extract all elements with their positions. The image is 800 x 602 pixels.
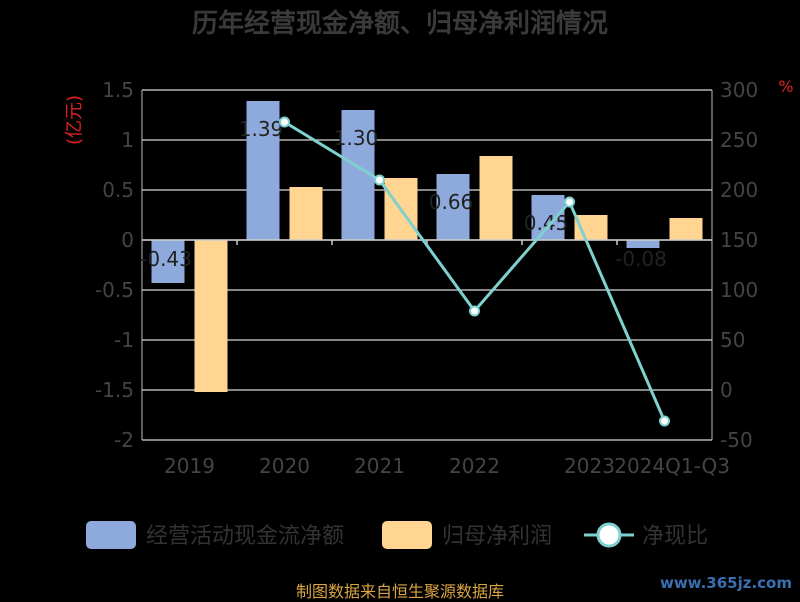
legend-swatch [86,521,136,549]
bar-profit [289,187,323,240]
x-axis-ticks: 2019 2020 2021 2022 2023 2024Q1-Q3 [164,454,730,478]
bar-data-label: 1.39 [239,117,284,141]
site-watermark: www.365jz.com [659,574,792,592]
ratio-point [374,174,385,186]
bar-profit [669,218,703,240]
x-tick-label: 2024Q1-Q3 [614,454,730,478]
y-right-tick-label: 100 [720,278,758,302]
x-tick-label: 2020 [259,454,310,478]
y-left-tick-label: -2 [114,428,134,452]
ratio-point [659,415,670,427]
ratio-point [564,196,575,208]
bar-cashflow [531,195,565,240]
y-right-tick-label: 300 [720,78,758,102]
y-left-tick-label: -1.5 [95,378,134,402]
y-right-tick-label: 0 [720,378,733,402]
data-source-footer: 制图数据来自恒生聚源数据库 [295,582,504,601]
ratio-point [279,116,290,128]
x-tick-label: 2021 [354,454,405,478]
y-left-tick-label: -0.5 [95,278,134,302]
ratio-point [469,305,480,317]
chart-title: 历年经营现金净额、归母净利润情况 [192,8,608,39]
legend-label: 经营活动现金流净额 [146,524,344,549]
y-axis-right-label: % [778,77,793,96]
bar-data-label: -0.43 [140,247,192,271]
bar-data-label: 0.45 [524,211,569,235]
y-left-tick-label: 1.5 [102,78,134,102]
bar-cashflow [151,240,185,283]
x-tick-label: 2022 [449,454,500,478]
y-left-tick-label: -1 [114,328,134,352]
y-right-tick-label: -50 [720,428,753,452]
x-tick-label: 2019 [164,454,215,478]
y-left-tick-label: 0 [121,228,134,252]
y-axis-right-ticks: 300 250 200 150 100 50 0 -50 [720,78,758,452]
y-right-tick-label: 200 [720,178,758,202]
y-axis-left-ticks: 1.5 1 0.5 0 -0.5 -1 -1.5 -2 [95,78,134,452]
bar-data-label: 1.30 [334,126,379,150]
y-axis-left-label: (亿元) [64,95,85,145]
legend: 经营活动现金流净额 归母净利润 净现比 [86,521,708,549]
legend-swatch [382,521,432,549]
bar-cashflow [626,240,660,248]
bar-data-label: -0.08 [615,247,667,271]
y-right-tick-label: 150 [720,228,758,252]
y-left-tick-label: 1 [121,128,134,152]
bar-profit [194,240,228,392]
ratio-line [279,116,670,427]
bar-cashflow [246,101,280,240]
y-left-tick-label: 0.5 [102,178,134,202]
legend-swatch-dot [596,522,622,548]
legend-label: 归母净利润 [442,524,552,549]
legend-label: 净现比 [642,524,708,549]
bar-profit [479,156,513,240]
bar-cashflow [436,174,470,240]
y-right-tick-label: 50 [720,328,745,352]
bar-data-label: 0.66 [429,190,474,214]
y-right-tick-label: 250 [720,128,758,152]
x-tick-label: 2023 [564,454,615,478]
